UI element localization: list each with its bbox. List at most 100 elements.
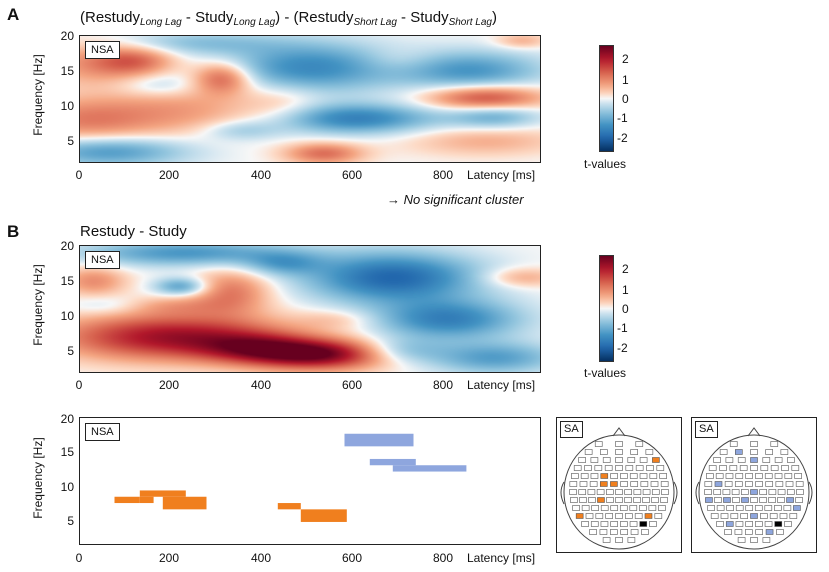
electrode — [780, 449, 789, 455]
electrode — [750, 465, 758, 471]
electrode — [605, 513, 613, 519]
negative-cluster-cell — [392, 465, 467, 472]
electrode — [658, 505, 666, 511]
title-part: ) — [491, 9, 497, 26]
electrode — [597, 497, 605, 503]
no-cluster-note: → No significant cluster — [387, 192, 524, 207]
electrode — [781, 465, 789, 471]
nose-outline — [747, 427, 761, 437]
electrode — [735, 473, 744, 479]
electrode — [796, 489, 804, 495]
electrode — [575, 513, 584, 519]
electrode — [713, 457, 721, 463]
x-tick-a: 0 — [75, 168, 83, 182]
electrode — [620, 529, 628, 535]
electrode — [745, 521, 753, 527]
electrode — [735, 521, 744, 527]
electrode — [587, 489, 596, 495]
electrode — [725, 521, 734, 527]
electrode — [786, 489, 795, 495]
electrode — [649, 521, 657, 527]
positive-cluster-cell — [114, 496, 140, 504]
nose-outline — [612, 427, 626, 437]
x-axis-label-b: Latency [ms] — [467, 378, 536, 392]
electrode — [642, 497, 650, 503]
electrode — [646, 465, 654, 471]
electrode — [735, 449, 743, 455]
electrode — [765, 481, 774, 487]
electrode — [760, 465, 769, 471]
electrode — [755, 473, 763, 479]
panel-letter-b: B — [7, 222, 20, 241]
y-axis-label-b: Frequency [Hz] — [31, 264, 45, 346]
electrode — [571, 473, 579, 479]
electrode — [589, 529, 597, 535]
electrode — [569, 489, 577, 495]
electrode — [722, 489, 731, 495]
electrode — [599, 529, 608, 535]
electrode — [580, 473, 589, 479]
electrode — [610, 473, 618, 479]
electrode — [785, 481, 794, 487]
x-tick-a: 800 — [432, 168, 454, 182]
x-tick-b: 800 — [432, 378, 454, 392]
electrode — [768, 497, 776, 503]
panel-letter-a: A — [7, 5, 20, 24]
electrode — [629, 521, 638, 527]
electrode — [750, 513, 758, 519]
electrode — [764, 521, 773, 527]
electrode — [581, 505, 590, 511]
electrode — [602, 457, 611, 463]
y-tick-a: 10 — [60, 99, 74, 113]
electrode — [635, 465, 644, 471]
positive-cluster-cell — [139, 490, 186, 497]
electrode — [795, 497, 803, 503]
electrode — [659, 473, 667, 479]
electrode — [589, 481, 598, 487]
electrode — [620, 521, 628, 527]
electrode — [591, 505, 599, 511]
electrode — [633, 497, 641, 503]
electrode — [774, 505, 782, 511]
electrode — [588, 497, 596, 503]
electrode — [719, 449, 728, 455]
colorbar-label-a: t-values — [584, 157, 627, 171]
electrode — [633, 489, 642, 495]
positive-cluster-cell — [300, 509, 347, 522]
electrode — [791, 465, 800, 471]
electrode — [639, 505, 647, 511]
title-sub: Short Lag — [353, 17, 397, 28]
electrode — [620, 473, 628, 479]
electrode — [754, 505, 763, 511]
electrode — [777, 497, 785, 503]
electrode — [660, 497, 668, 503]
electrode — [625, 513, 633, 519]
x-tick-b: 600 — [341, 378, 363, 392]
electrode — [629, 505, 638, 511]
electrode — [720, 513, 729, 519]
colorbar-tick: -2 — [617, 131, 628, 145]
electrode — [624, 497, 632, 503]
electrode — [777, 489, 786, 495]
electrode — [774, 473, 783, 479]
electrode — [590, 457, 599, 463]
electrode — [765, 529, 774, 535]
electrode — [741, 497, 749, 503]
ear-outline — [695, 481, 700, 505]
x-tick-b: 0 — [75, 378, 83, 392]
colorbar-b — [599, 255, 614, 362]
electrode — [707, 505, 715, 511]
electrode — [573, 465, 582, 471]
electrode — [594, 441, 603, 447]
electrode — [629, 473, 638, 479]
electrode — [755, 529, 763, 535]
positive-cluster-cell — [277, 503, 301, 510]
electrode — [600, 473, 609, 479]
y-tick-c: 10 — [60, 480, 74, 494]
x-tick-a: 200 — [158, 168, 180, 182]
electrode — [795, 481, 804, 487]
topoplot-positive-svg — [560, 427, 678, 550]
panel-a-title: (RestudyLong Lag - StudyLong Lag) - (Res… — [80, 9, 497, 28]
electrode — [755, 521, 763, 527]
electrode — [759, 497, 767, 503]
